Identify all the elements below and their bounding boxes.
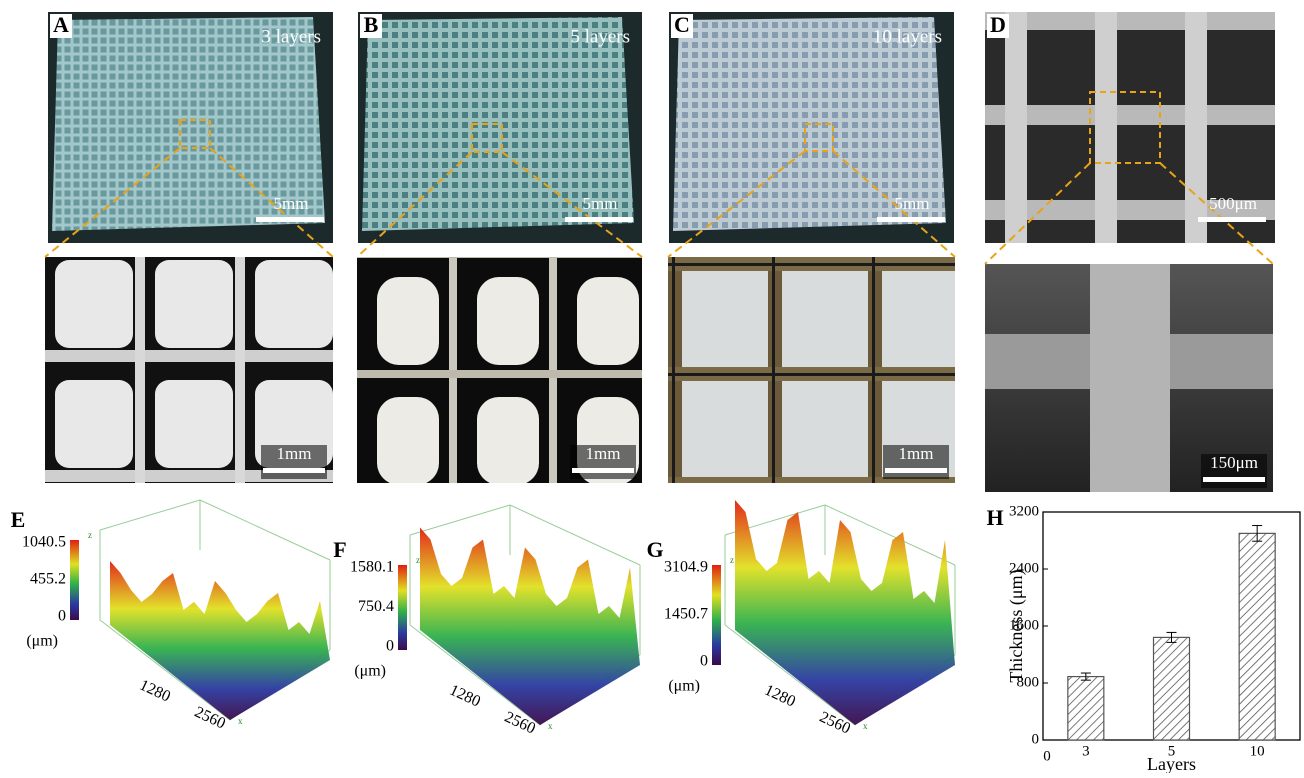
x-label: x — [863, 721, 868, 731]
panel-label: G — [646, 537, 663, 562]
colorbar-tick: 3104.9 — [664, 559, 708, 576]
axis-frame — [100, 500, 200, 530]
colorbar-tick: 0 — [700, 653, 708, 670]
scale-bar — [263, 468, 325, 473]
x-tick-label: 10 — [1250, 743, 1265, 759]
caption: 5 layers — [570, 26, 630, 47]
colorbar-tick: 1450.7 — [664, 606, 708, 623]
y-tick-label: 0 — [1032, 731, 1040, 747]
bar — [1239, 533, 1275, 740]
colorbar-tick: 0 — [58, 608, 66, 625]
panel-label: F — [333, 537, 346, 562]
bar — [1154, 637, 1190, 740]
scale-bar — [885, 468, 947, 473]
panel-label: A — [53, 12, 69, 37]
colorbar-tick: 0 — [386, 638, 394, 655]
scale-bar — [877, 217, 945, 222]
bar — [1068, 677, 1104, 740]
x-label: x — [238, 716, 243, 726]
panel-label: H — [986, 505, 1003, 530]
colorbar — [712, 565, 721, 665]
unit-label: (μm) — [668, 678, 700, 695]
colorbar — [70, 540, 79, 620]
scale-bar — [565, 217, 633, 222]
unit-label: (μm) — [354, 663, 386, 680]
panel-label: C — [674, 12, 690, 37]
scale-bar — [572, 468, 634, 473]
scale-label: 500μm — [1209, 194, 1257, 213]
x-tick-label: 3 — [1082, 743, 1090, 759]
scale-label: 5mm — [274, 194, 309, 213]
colorbar-tick: 750.4 — [358, 598, 394, 615]
photo-panels: A 3 layers 5mm 1mm B 5 layers 5mm 1mm C 10 layers… — [45, 12, 1275, 492]
z-label: z — [730, 555, 734, 565]
scale-label: 150μm — [1210, 453, 1258, 472]
x-tick-label: 5 — [1168, 743, 1176, 759]
scale-label: 1mm — [586, 444, 621, 463]
figure: A 3 layers 5mm 1mm B 5 layers 5mm 1mm C 10 layers… — [0, 0, 1304, 773]
axis-tick: 1280 — [762, 682, 798, 711]
colorbar-tick: 1040.5 — [22, 534, 66, 551]
scale-bar — [1203, 477, 1265, 482]
colorbar — [398, 565, 407, 650]
axis-tick: 1280 — [447, 682, 483, 711]
scale-label: 1mm — [899, 444, 934, 463]
scale-bar — [1198, 217, 1266, 222]
scale-label: 5mm — [583, 194, 618, 213]
z-label: z — [416, 555, 420, 565]
scale-label: 1mm — [277, 444, 312, 463]
axis-tick: 1280 — [137, 677, 173, 706]
panel-label: E — [11, 507, 26, 532]
x-label: x — [548, 721, 553, 731]
caption: 10 layers — [873, 26, 942, 47]
scale-bar — [256, 217, 324, 222]
colorbar-tick: 1580.1 — [350, 559, 394, 576]
colorbar-tick: 455.2 — [30, 571, 66, 588]
y-axis-label: Thickness (μm) — [1006, 569, 1027, 682]
axis-frame — [200, 500, 330, 560]
axis-frame — [410, 505, 510, 535]
panel-label: B — [364, 12, 379, 37]
caption: 3 layers — [261, 26, 321, 47]
sem-fiber — [1090, 264, 1170, 492]
z-label: z — [88, 530, 92, 540]
x-origin-label: 0 — [1043, 748, 1051, 764]
panel-label: D — [990, 12, 1006, 37]
y-tick-label: 3200 — [1009, 503, 1039, 519]
page: A 3 layers 5mm 1mm B 5 layers 5mm 1mm C 10 layers… — [0, 0, 1304, 778]
unit-label: (μm) — [26, 633, 58, 650]
surface — [110, 561, 330, 720]
scale-label: 5mm — [895, 194, 930, 213]
